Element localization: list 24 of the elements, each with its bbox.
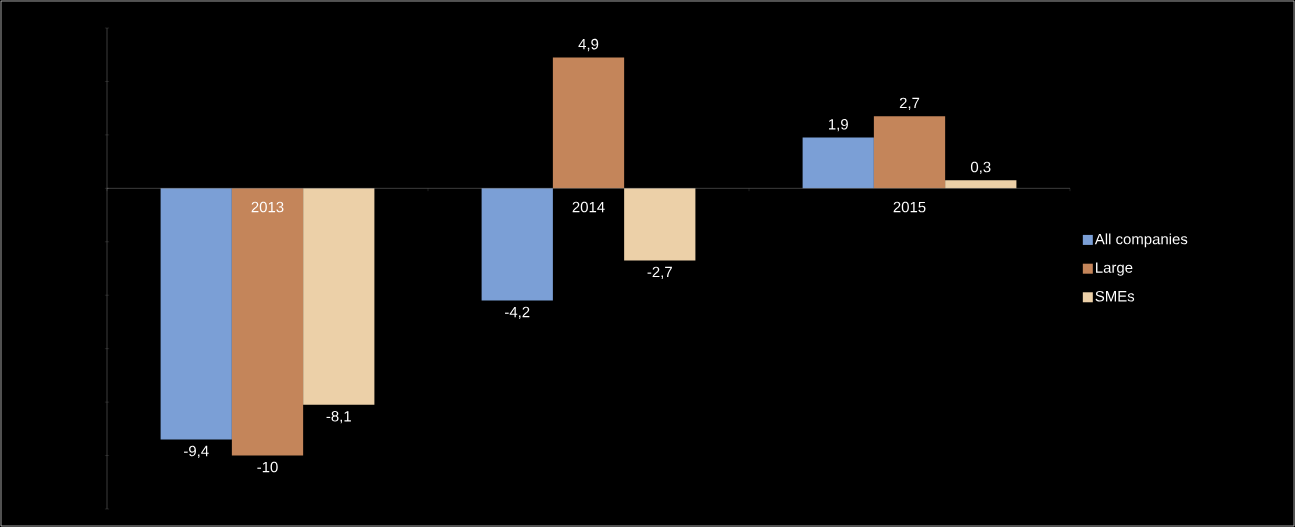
x-tick-label: 2014 (572, 201, 605, 213)
data-label: -10 (257, 461, 278, 473)
data-label: 4,9 (578, 38, 599, 52)
bar (945, 180, 1017, 189)
data-label: -2,7 (647, 266, 672, 280)
bar (802, 137, 874, 189)
bar (624, 188, 696, 261)
bar (160, 188, 232, 440)
legend-label: Large (1096, 262, 1133, 276)
bar (873, 116, 946, 189)
bar (231, 188, 304, 456)
bar (303, 188, 375, 405)
data-label: -4,2 (505, 306, 530, 320)
legend-label: SMEs (1095, 290, 1135, 302)
bar (552, 57, 625, 189)
data-label: -8,1 (326, 410, 351, 424)
legend-label: All companies (1094, 233, 1188, 248)
data-label: 1,9 (829, 119, 848, 132)
x-tick-label: 2013 (251, 201, 284, 213)
x-tick-label: 2015 (893, 201, 926, 213)
data-label: 2,7 (899, 97, 920, 110)
data-label: -9,4 (184, 445, 209, 459)
bar (481, 188, 553, 301)
data-label: 0,3 (970, 161, 991, 175)
